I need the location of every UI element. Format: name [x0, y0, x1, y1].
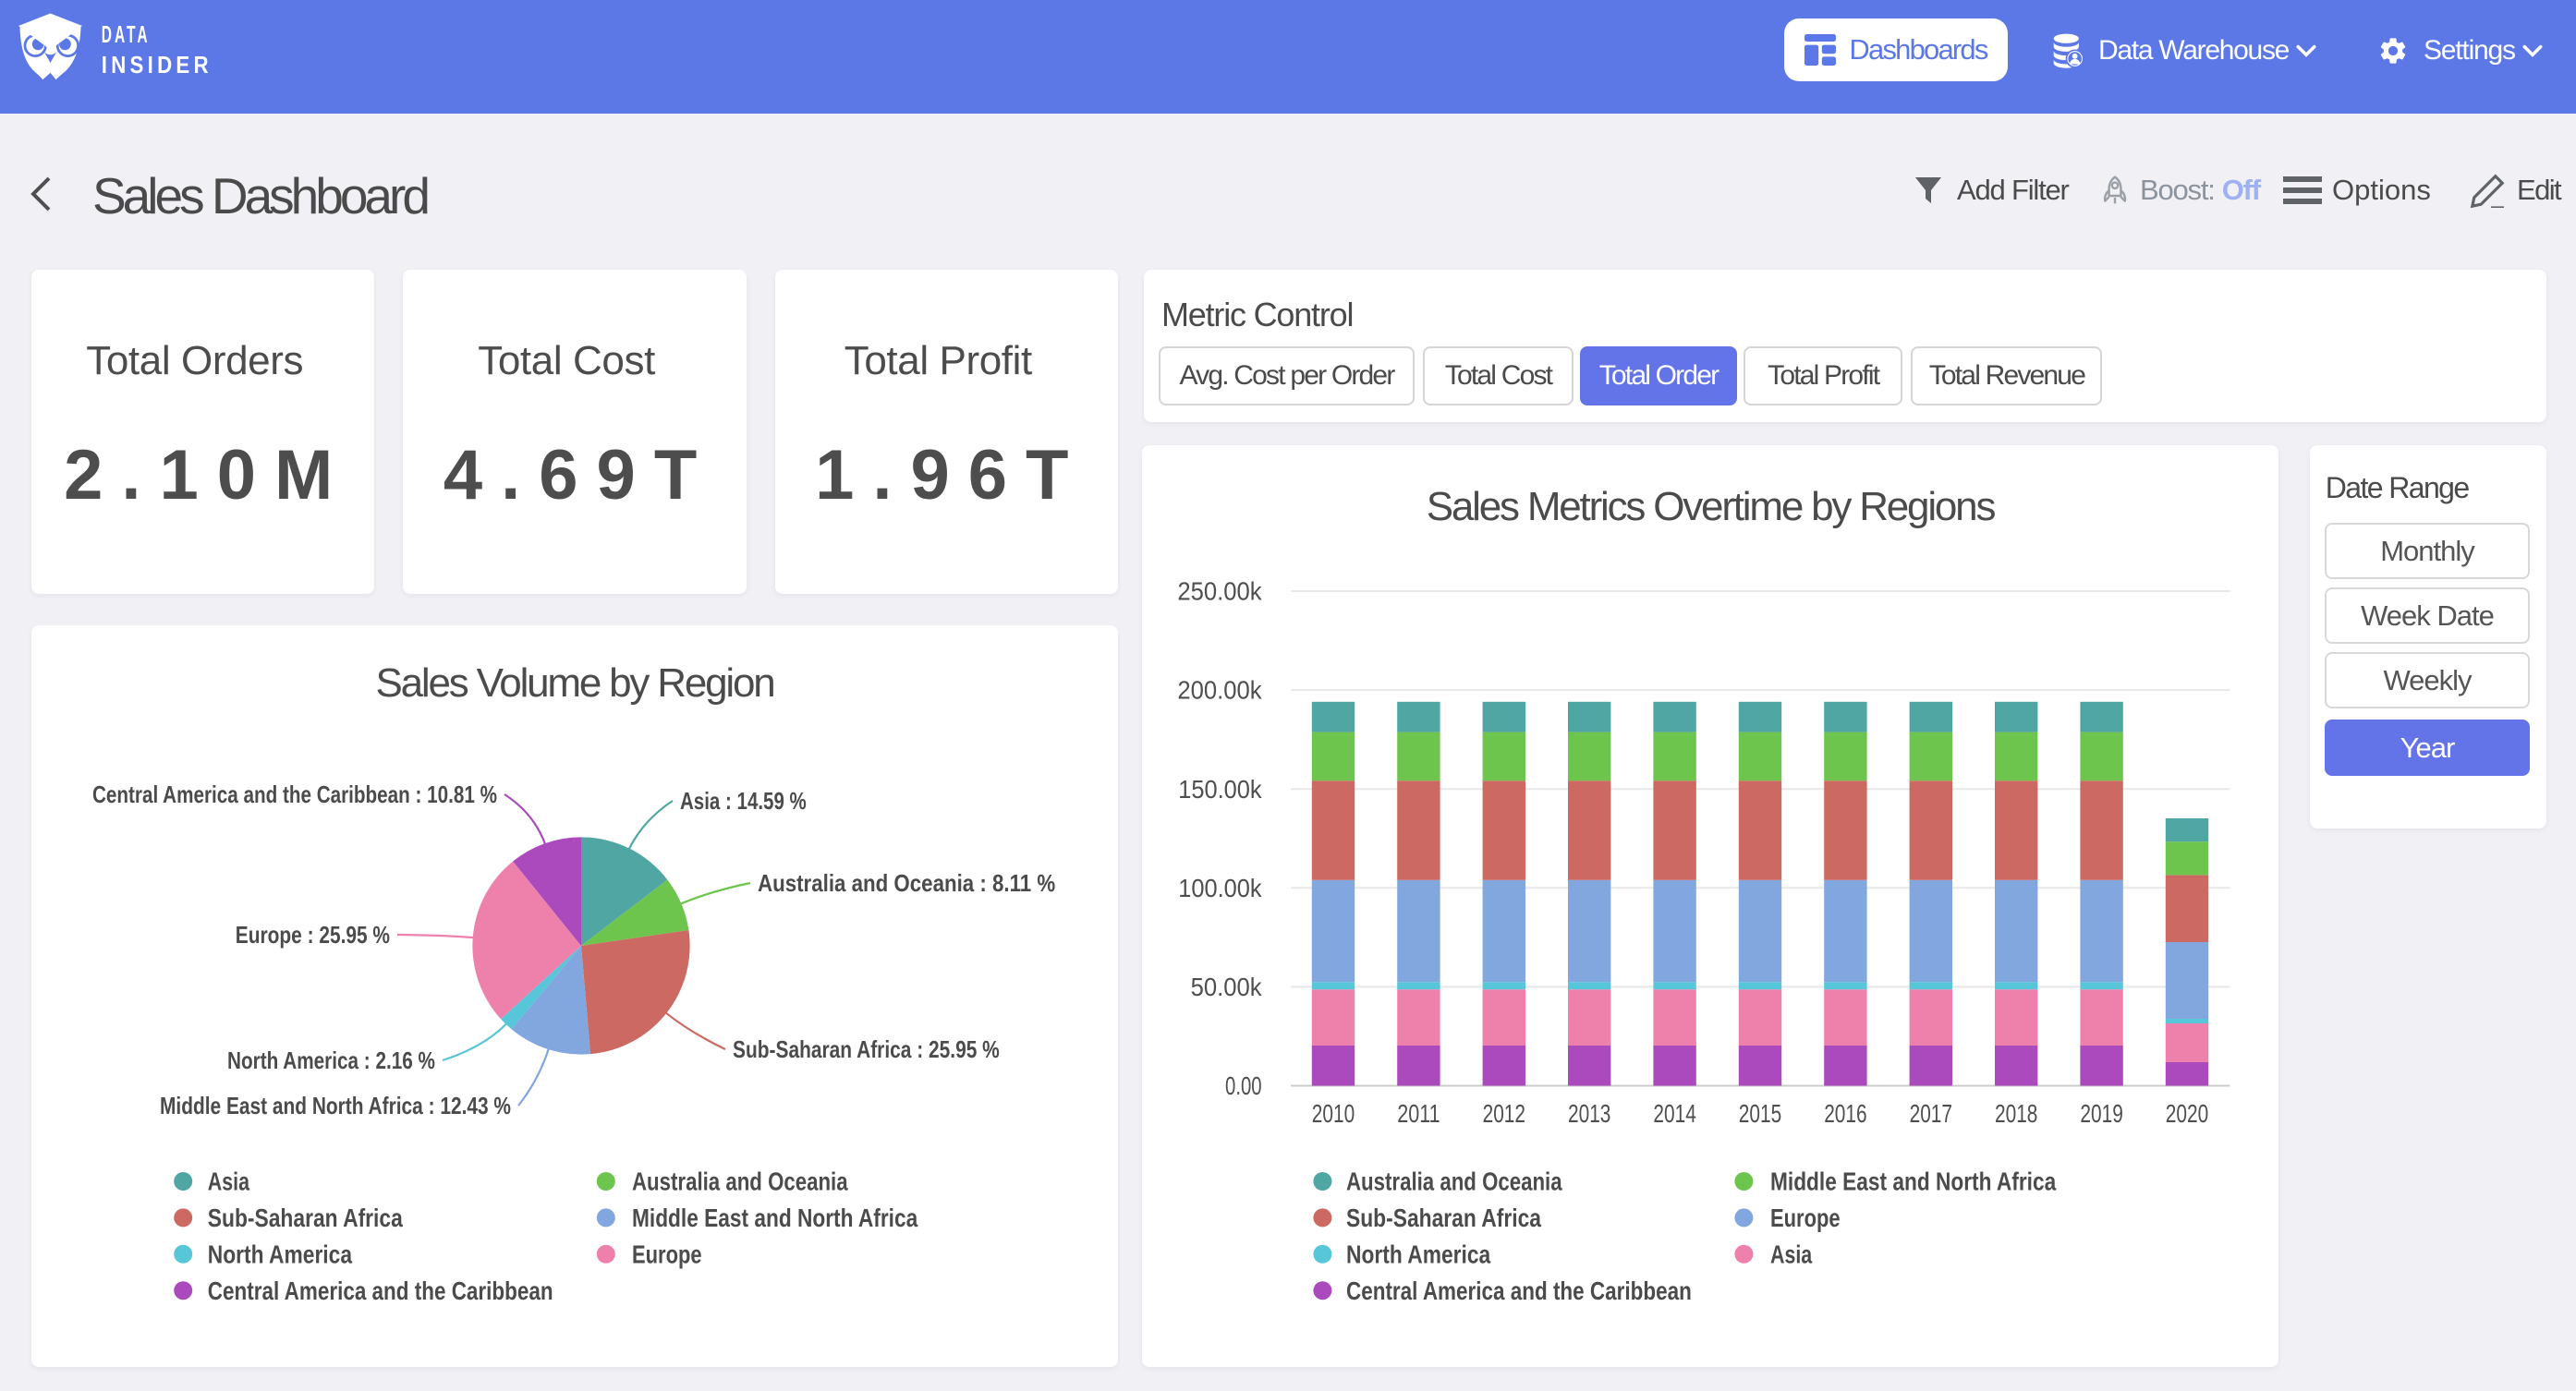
- svg-text:Central America and the Caribb: Central America and the Caribbean: [208, 1276, 553, 1305]
- svg-text:2020: 2020: [2166, 1099, 2208, 1128]
- svg-text:2016: 2016: [1824, 1099, 1866, 1128]
- svg-text:150.00k: 150.00k: [1178, 775, 1262, 804]
- svg-text:2011: 2011: [1397, 1099, 1440, 1128]
- svg-text:Europe: Europe: [632, 1240, 702, 1268]
- svg-text:2010: 2010: [1312, 1099, 1355, 1128]
- svg-text:Central America and the Caribb: Central America and the Caribbean : 10.8…: [92, 782, 497, 808]
- svg-text:0.00: 0.00: [1225, 1071, 1262, 1100]
- svg-text:2017: 2017: [1910, 1099, 1952, 1128]
- svg-text:Sub-Saharan Africa: Sub-Saharan Africa: [208, 1204, 404, 1232]
- svg-text:100.00k: 100.00k: [1178, 874, 1262, 902]
- svg-text:250.00k: 250.00k: [1177, 577, 1261, 606]
- svg-text:Europe : 25.95 %: Europe : 25.95 %: [236, 923, 390, 949]
- svg-text:Sub-Saharan Africa : 25.95 %: Sub-Saharan Africa : 25.95 %: [733, 1037, 1000, 1063]
- svg-text:DATA: DATA: [102, 20, 151, 48]
- svg-text:Central America and the Caribb: Central America and the Caribbean: [1346, 1276, 1692, 1305]
- svg-text:Australia and Oceania: Australia and Oceania: [632, 1167, 848, 1196]
- svg-text:50.00k: 50.00k: [1191, 973, 1262, 1001]
- svg-text:200.00k: 200.00k: [1177, 676, 1261, 705]
- svg-text:Asia: Asia: [208, 1167, 250, 1196]
- svg-text:2014: 2014: [1653, 1099, 1695, 1128]
- svg-text:Asia: Asia: [1770, 1240, 1813, 1268]
- svg-text:Middle East and North Africa :: Middle East and North Africa : 12.43 %: [160, 1094, 511, 1119]
- svg-text:North America: North America: [1346, 1240, 1491, 1268]
- svg-text:INSIDER: INSIDER: [102, 51, 213, 79]
- svg-text:2012: 2012: [1483, 1099, 1525, 1128]
- svg-text:2019: 2019: [2080, 1099, 2122, 1128]
- svg-text:2018: 2018: [1995, 1099, 2037, 1128]
- svg-text:Europe: Europe: [1770, 1204, 1841, 1232]
- svg-text:Asia : 14.59 %: Asia : 14.59 %: [680, 789, 807, 815]
- svg-text:Middle East and North Africa: Middle East and North Africa: [632, 1204, 918, 1232]
- svg-text:2015: 2015: [1739, 1099, 1781, 1128]
- svg-text:2013: 2013: [1568, 1099, 1610, 1128]
- svg-text:North America : 2.16 %: North America : 2.16 %: [227, 1048, 435, 1074]
- svg-text:Middle East and North Africa: Middle East and North Africa: [1770, 1167, 2057, 1196]
- svg-text:Sub-Saharan Africa: Sub-Saharan Africa: [1346, 1204, 1542, 1232]
- svg-text:North America: North America: [208, 1240, 353, 1268]
- svg-text:Australia and Oceania : 8.11 %: Australia and Oceania : 8.11 %: [758, 871, 1055, 897]
- svg-text:Australia and Oceania: Australia and Oceania: [1346, 1167, 1562, 1196]
